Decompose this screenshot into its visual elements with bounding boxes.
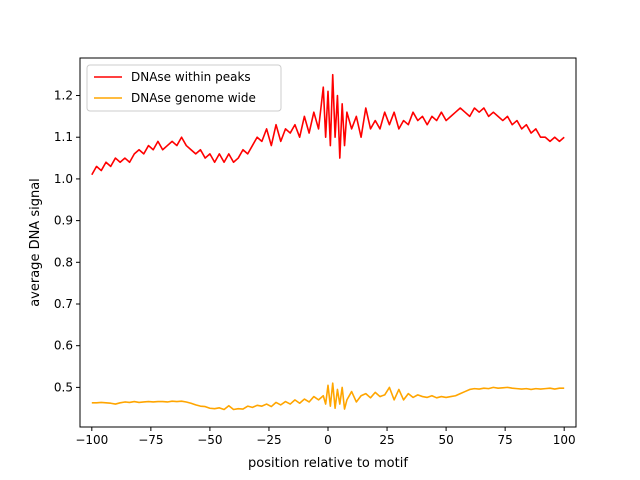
x-axis-label: position relative to motif <box>248 456 408 471</box>
x-ticks: −100 −75 −50 −25 0 25 50 75 100 <box>75 427 576 447</box>
y-axis-label: average DNA signal <box>28 178 43 307</box>
x-tick-label: 0 <box>324 433 332 447</box>
y-tick-label: 0.5 <box>54 380 73 394</box>
x-tick-label: −75 <box>138 433 163 447</box>
y-tick-label: 0.8 <box>54 255 73 269</box>
y-tick-label: 1.0 <box>54 172 73 186</box>
x-tick-label: 50 <box>438 433 453 447</box>
y-tick-label: 1.2 <box>54 89 73 103</box>
legend: DNAse within peaks DNAse genome wide <box>86 64 282 112</box>
x-tick-label: −50 <box>197 433 222 447</box>
legend-box <box>86 64 282 112</box>
legend-label-within-peaks: DNAse within peaks <box>131 70 251 84</box>
y-tick-label: 0.6 <box>54 339 73 353</box>
y-ticks: 0.5 0.6 0.7 0.8 0.9 1.0 1.1 1.2 <box>54 89 80 394</box>
series-line-genome-wide <box>91 382 565 411</box>
series-line-within-peaks <box>91 73 565 176</box>
x-tick-label: −25 <box>256 433 281 447</box>
y-tick-label: 0.7 <box>54 297 73 311</box>
x-tick-label: 75 <box>498 433 513 447</box>
x-tick-label: −100 <box>75 433 108 447</box>
y-tick-label: 0.9 <box>54 214 73 228</box>
series-layer <box>91 73 565 411</box>
x-tick-label: 100 <box>553 433 576 447</box>
legend-label-genome-wide: DNAse genome wide <box>131 91 256 105</box>
x-tick-label: 25 <box>379 433 394 447</box>
y-tick-label: 1.1 <box>54 130 73 144</box>
